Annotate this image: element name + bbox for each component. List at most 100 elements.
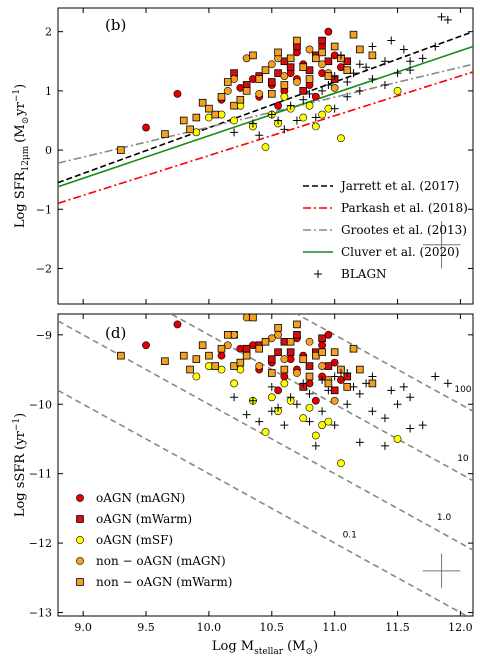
point-orange-square	[242, 351, 251, 360]
ssfr-line-label: 10	[457, 454, 469, 464]
point-red-square	[305, 66, 314, 74]
point-orange-square	[236, 358, 245, 367]
point-blagn	[343, 92, 352, 101]
point-orange-square	[217, 344, 226, 353]
point-blagn	[299, 95, 308, 104]
point-orange-square	[286, 54, 295, 63]
point-red-square	[305, 362, 314, 370]
point-orange-square	[280, 81, 289, 89]
point-blagn	[248, 396, 257, 405]
point-orange-circle	[274, 330, 282, 339]
ytick-label: 0	[45, 144, 52, 157]
point-orange-square	[255, 75, 264, 83]
point-orange-square	[368, 51, 377, 60]
point-orange-circle	[223, 86, 232, 95]
point-red-square	[343, 57, 352, 66]
panel-d-ylabel: Log sSFR(yr−1)	[12, 413, 28, 517]
point-blagn	[380, 80, 389, 89]
point-blagn	[362, 379, 371, 388]
point-yellow-circle	[337, 134, 345, 143]
point-orange-square	[305, 372, 314, 381]
point-yellow-circle	[311, 122, 320, 131]
point-orange-square	[186, 125, 194, 134]
point-blagn	[230, 393, 239, 402]
ytick-label: −1	[36, 203, 52, 216]
point-red-square	[267, 355, 276, 363]
panel-d-points	[117, 313, 461, 589]
point-blagn	[274, 116, 283, 125]
panel-b-ticks: −2 −1 0 1 2	[36, 8, 473, 304]
point-blagn	[305, 417, 314, 426]
point-blagn	[267, 407, 276, 416]
point-orange-square	[261, 337, 270, 346]
point-orange-square	[330, 42, 339, 51]
point-blagn	[406, 393, 415, 402]
point-red-square	[242, 344, 251, 353]
point-orange-circle	[330, 84, 339, 92]
point-red-square	[286, 348, 295, 356]
ssfr-line	[295, 314, 473, 412]
point-orange-square	[249, 313, 257, 322]
ytick-label: −13	[29, 607, 52, 620]
ssfr-line	[169, 314, 473, 482]
point-orange-circle	[318, 60, 326, 69]
panel-b-frame	[57, 7, 474, 305]
point-blagn	[380, 57, 389, 66]
point-orange-square	[117, 146, 125, 154]
legend-label: oAGN (mWarm)	[96, 512, 192, 526]
legend-marker-orange-square	[76, 578, 84, 586]
point-blagn	[406, 424, 415, 433]
point-blagn	[318, 375, 327, 384]
panel-d-frame	[57, 313, 474, 617]
point-blagn	[318, 407, 327, 416]
point-blagn	[330, 104, 339, 113]
point-blagn	[324, 386, 333, 395]
panel-b-legend: Jarrett et al. (2017) Parkash et al. (201…	[303, 179, 468, 281]
point-orange-square	[318, 348, 326, 356]
point-orange-square	[356, 45, 364, 54]
point-orange-square	[330, 348, 339, 356]
point-red-circle	[142, 341, 150, 350]
point-orange-square	[324, 379, 333, 388]
ytick-label: 2	[45, 26, 52, 39]
point-blagn	[248, 119, 257, 128]
point-red-circle	[217, 351, 226, 360]
point-orange-square	[117, 351, 125, 360]
point-blagn	[343, 78, 352, 86]
legend-marker-orange-circle	[76, 557, 84, 565]
legend-label: BLAGN	[341, 267, 387, 281]
point-yellow-circle	[261, 428, 270, 436]
panel-d-ssfr-lines: 100 10 1.0 0.1	[58, 314, 473, 616]
point-blagn	[355, 60, 364, 69]
point-blagn	[387, 386, 396, 395]
xtick-label: 11.5	[385, 621, 410, 634]
point-red-square	[293, 331, 301, 339]
point-blagn	[343, 369, 352, 378]
panel-d-label: (d)	[105, 324, 126, 342]
panel-b-ylabel: Log SFR12μm(M⊙yr−1)	[12, 84, 31, 228]
point-orange-square	[161, 130, 169, 138]
point-blagn	[311, 441, 320, 450]
point-red-square	[274, 348, 282, 356]
legend-blagn-marker	[314, 270, 322, 278]
point-red-circle	[274, 101, 282, 110]
point-orange-circle	[330, 396, 339, 405]
point-orange-square	[274, 324, 282, 332]
ytick-label: −2	[36, 262, 52, 275]
ssfr-line-label: 0.1	[343, 531, 357, 541]
point-yellow-circle	[318, 421, 326, 429]
point-yellow-circle	[280, 92, 289, 101]
point-blagn	[330, 372, 339, 381]
point-red-square	[318, 334, 326, 343]
xtick-label: 10.0	[197, 621, 222, 634]
point-red-circle	[324, 27, 333, 36]
legend-label: Grootes et al. (2013)	[341, 223, 467, 237]
point-blagn	[305, 89, 314, 98]
panel-b-label: (b)	[105, 16, 126, 34]
legend-marker-yellow-circle	[76, 536, 84, 544]
legend-label: non − oAGN (mWarm)	[96, 575, 232, 589]
point-orange-square	[349, 344, 358, 353]
point-blagn	[431, 42, 440, 51]
point-orange-square	[242, 87, 251, 95]
point-blagn	[431, 372, 440, 381]
